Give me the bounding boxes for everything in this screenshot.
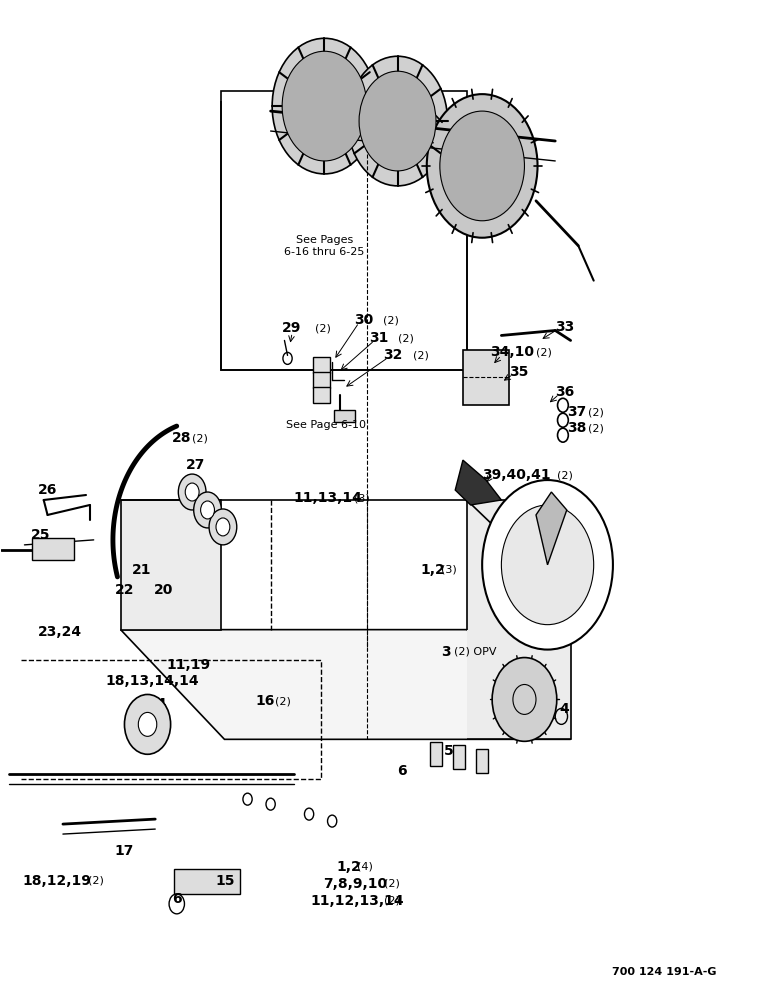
Text: (2): (2) xyxy=(383,316,399,326)
Text: (2): (2) xyxy=(384,879,401,889)
Text: 44: 44 xyxy=(147,697,167,711)
Text: 18,13,14,14: 18,13,14,14 xyxy=(105,674,199,688)
Polygon shape xyxy=(536,492,567,565)
Text: 23,24: 23,24 xyxy=(39,625,83,639)
Circle shape xyxy=(347,56,448,186)
Ellipse shape xyxy=(501,505,594,625)
Text: (3): (3) xyxy=(442,565,457,575)
Text: 31: 31 xyxy=(369,331,388,345)
Text: (3): (3) xyxy=(354,493,370,503)
Circle shape xyxy=(201,501,215,519)
Text: 6: 6 xyxy=(172,892,181,906)
Text: 5: 5 xyxy=(444,744,453,758)
Circle shape xyxy=(493,658,557,741)
Text: 39,40,41: 39,40,41 xyxy=(482,468,550,482)
Text: (2): (2) xyxy=(384,896,401,906)
Text: 3: 3 xyxy=(442,645,451,659)
Bar xyxy=(32,538,74,560)
Polygon shape xyxy=(455,460,501,505)
Text: 17: 17 xyxy=(114,844,134,858)
Text: 38: 38 xyxy=(567,421,586,435)
Text: 21: 21 xyxy=(132,563,151,577)
Text: (4): (4) xyxy=(357,862,373,872)
Circle shape xyxy=(124,694,171,754)
Polygon shape xyxy=(120,500,221,630)
Text: (2): (2) xyxy=(536,347,552,357)
Text: (2): (2) xyxy=(87,876,103,886)
Circle shape xyxy=(194,492,222,528)
Text: (6): (6) xyxy=(554,587,570,597)
Text: 16: 16 xyxy=(256,694,275,708)
Text: 15: 15 xyxy=(215,874,235,888)
Text: (2): (2) xyxy=(276,696,291,706)
Text: 1,2: 1,2 xyxy=(336,860,361,874)
Text: 37: 37 xyxy=(567,405,586,419)
Text: 33: 33 xyxy=(555,320,574,334)
Text: 11,19: 11,19 xyxy=(167,658,211,672)
Bar xyxy=(453,745,466,769)
Text: (2): (2) xyxy=(587,423,604,433)
Circle shape xyxy=(273,38,377,174)
Circle shape xyxy=(359,71,436,171)
Text: 32: 32 xyxy=(383,348,402,362)
Text: (2): (2) xyxy=(557,470,573,480)
Bar xyxy=(334,410,355,422)
Text: 18,12,19: 18,12,19 xyxy=(23,874,92,888)
Text: 22: 22 xyxy=(115,583,135,597)
Text: 26: 26 xyxy=(39,483,58,497)
Text: 4: 4 xyxy=(560,702,570,716)
Polygon shape xyxy=(467,500,571,739)
Text: 36: 36 xyxy=(555,385,574,399)
Text: 7,8,9,10: 7,8,9,10 xyxy=(323,877,387,891)
Text: See Pages
6-16 thru 6-25: See Pages 6-16 thru 6-25 xyxy=(284,235,364,257)
Circle shape xyxy=(482,480,613,650)
Text: 34,10: 34,10 xyxy=(490,345,534,359)
Circle shape xyxy=(216,518,230,536)
Text: (2) OPV: (2) OPV xyxy=(455,647,497,657)
Text: 6: 6 xyxy=(398,764,407,778)
Bar xyxy=(313,387,330,403)
Text: 28: 28 xyxy=(172,431,191,445)
Circle shape xyxy=(138,712,157,736)
Text: (2): (2) xyxy=(587,407,604,417)
Text: 30: 30 xyxy=(354,314,373,328)
Text: 43: 43 xyxy=(532,585,551,599)
Text: 25: 25 xyxy=(31,528,50,542)
Text: See Page 6-10: See Page 6-10 xyxy=(286,420,366,430)
Text: (2): (2) xyxy=(413,350,428,360)
Text: (2): (2) xyxy=(192,433,208,443)
Bar xyxy=(430,742,442,766)
Text: 27: 27 xyxy=(186,458,205,472)
FancyBboxPatch shape xyxy=(221,91,467,370)
Circle shape xyxy=(440,111,524,221)
Text: 42: 42 xyxy=(532,525,552,539)
Text: (2): (2) xyxy=(554,527,570,537)
Text: 11,13,14: 11,13,14 xyxy=(293,491,363,505)
Text: 35: 35 xyxy=(509,365,529,379)
Circle shape xyxy=(282,51,367,161)
Text: 700 124 191-A-G: 700 124 191-A-G xyxy=(612,967,716,977)
Bar xyxy=(463,350,509,405)
Bar xyxy=(313,357,330,373)
Polygon shape xyxy=(120,630,571,739)
Circle shape xyxy=(209,509,237,545)
Circle shape xyxy=(178,474,206,510)
Text: 1,2: 1,2 xyxy=(421,563,445,577)
Bar xyxy=(476,749,489,773)
Text: 20: 20 xyxy=(154,583,173,597)
Circle shape xyxy=(185,483,199,501)
Text: (2): (2) xyxy=(398,333,415,343)
Bar xyxy=(174,869,240,894)
Text: (2): (2) xyxy=(315,323,331,333)
Circle shape xyxy=(427,94,537,238)
Text: 29: 29 xyxy=(282,321,302,335)
Text: 11,12,13,14: 11,12,13,14 xyxy=(310,894,405,908)
Bar xyxy=(313,372,330,388)
